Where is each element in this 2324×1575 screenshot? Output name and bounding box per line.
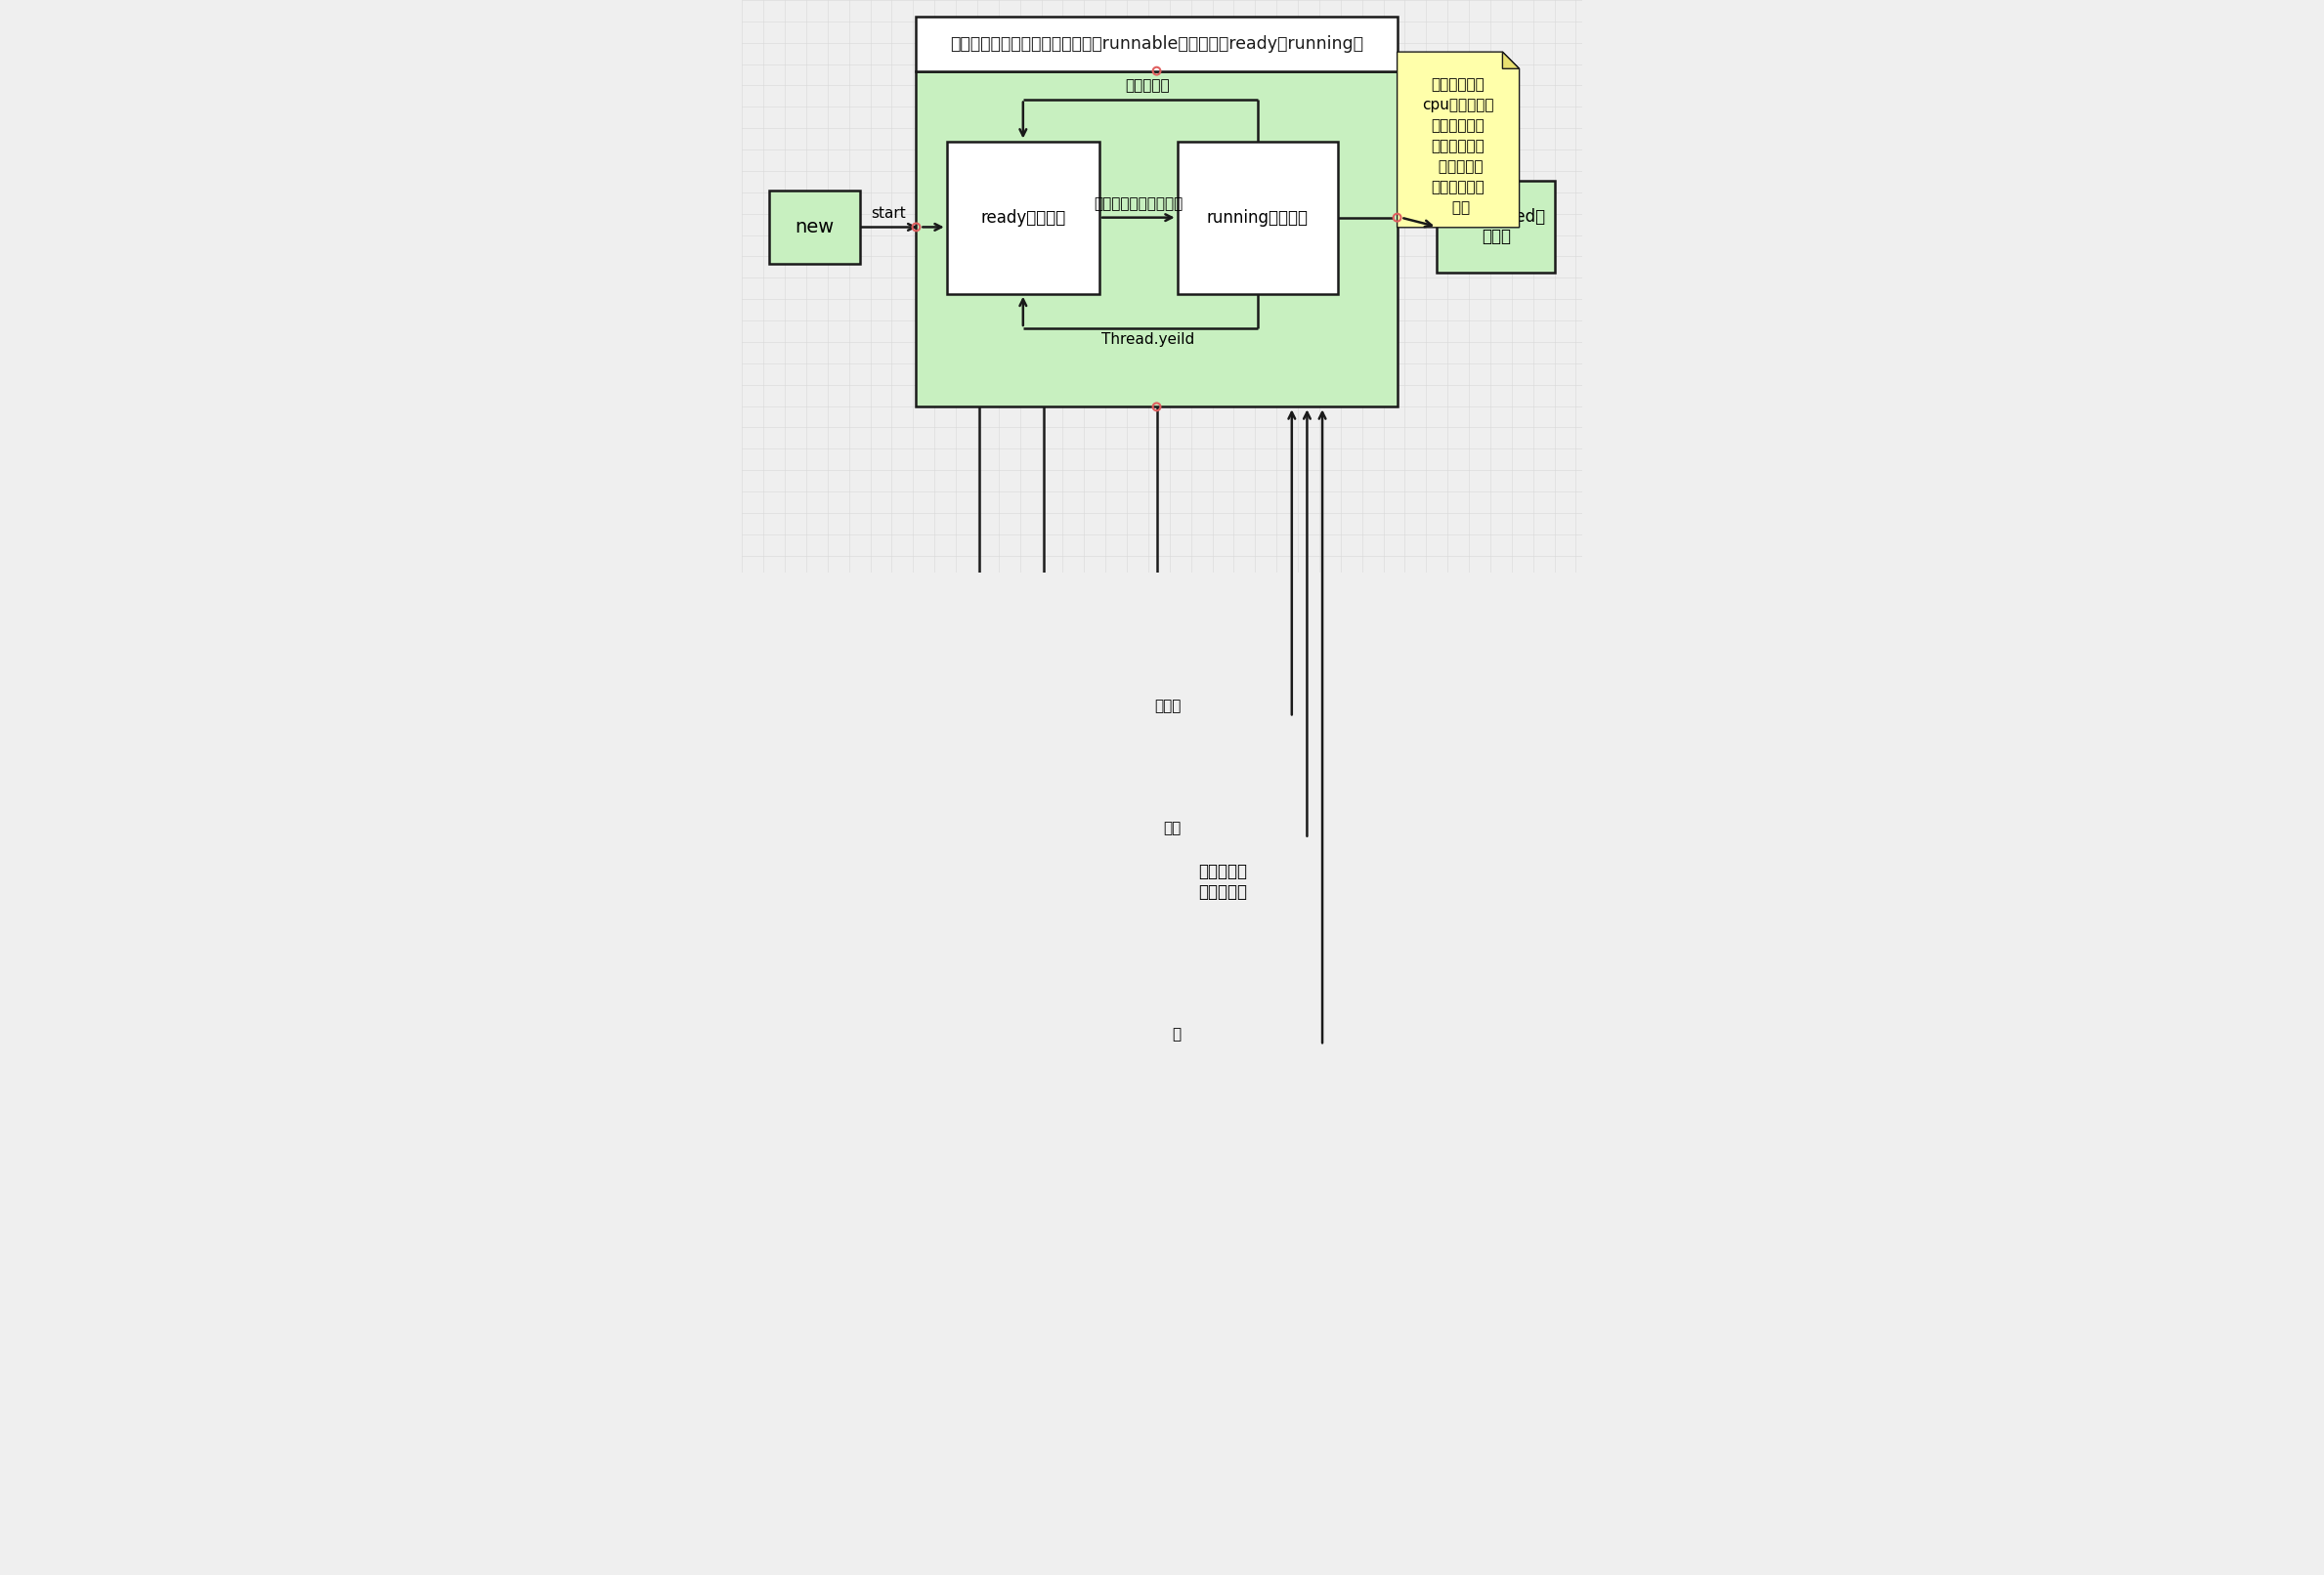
- Text: 等待: 等待: [1164, 821, 1181, 835]
- Text: 倒计时: 倒计时: [1155, 699, 1181, 713]
- FancyBboxPatch shape: [1436, 181, 1555, 272]
- FancyBboxPatch shape: [946, 142, 1099, 295]
- Text: 线程被调度器选中执行: 线程被调度器选中执行: [1095, 197, 1183, 211]
- Text: 阻塞状态后
为就绪状态: 阻塞状态后 为就绪状态: [1199, 863, 1248, 901]
- Text: new: new: [795, 217, 834, 236]
- Text: start: start: [872, 206, 906, 220]
- Text: terminated终
止状态: terminated终 止状态: [1446, 208, 1545, 246]
- Text: running运行状态: running运行状态: [1206, 209, 1308, 227]
- Polygon shape: [1397, 52, 1520, 227]
- FancyBboxPatch shape: [916, 71, 1397, 406]
- Text: ready就绪状态: ready就绪状态: [981, 209, 1067, 227]
- Polygon shape: [1504, 52, 1520, 69]
- Text: 线程被挂起：
cpu执行线程是
不断切换的，
刚切换下来的
 线程就被挂
起，到等待队
 列中: 线程被挂起： cpu执行线程是 不断切换的， 刚切换下来的 线程就被挂 起，到等…: [1422, 77, 1494, 214]
- FancyBboxPatch shape: [916, 17, 1397, 72]
- Text: 线程被挂起: 线程被挂起: [1125, 79, 1171, 93]
- Text: 锁: 锁: [1171, 1027, 1181, 1043]
- FancyBboxPatch shape: [1178, 142, 1339, 295]
- FancyBboxPatch shape: [1185, 718, 1262, 1046]
- Text: Thread.yeild: Thread.yeild: [1102, 332, 1195, 347]
- FancyBboxPatch shape: [769, 191, 860, 263]
- Text: 被线程操作器执行（操作系统）。runnable状态（包含ready和running）: 被线程操作器执行（操作系统）。runnable状态（包含ready和runnin…: [951, 36, 1364, 54]
